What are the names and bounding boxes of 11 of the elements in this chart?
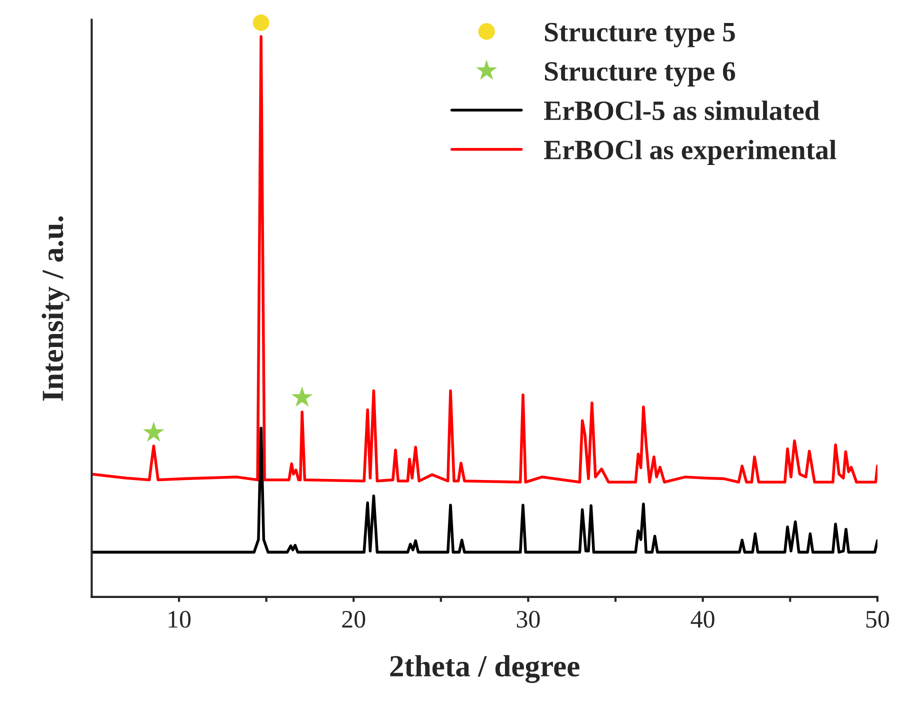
x-axis-title: 2theta / degree — [390, 655, 580, 684]
x-tick-label: 20 — [342, 610, 366, 628]
y-axis-title: Intensity / a.u. — [42, 216, 70, 401]
x-tick-label: 40 — [690, 610, 714, 628]
legend-label: ErBOCl-5 as simulated — [544, 100, 820, 120]
legend-label: ErBOCl as experimental — [544, 140, 836, 166]
x-tick-label: 10 — [168, 610, 191, 628]
legend-label: Structure type 6 — [545, 62, 736, 87]
x-tick-label: 50 — [866, 610, 889, 628]
legend-label: Structure type 5 — [545, 22, 735, 48]
x-tick-label: 30 — [516, 610, 540, 628]
